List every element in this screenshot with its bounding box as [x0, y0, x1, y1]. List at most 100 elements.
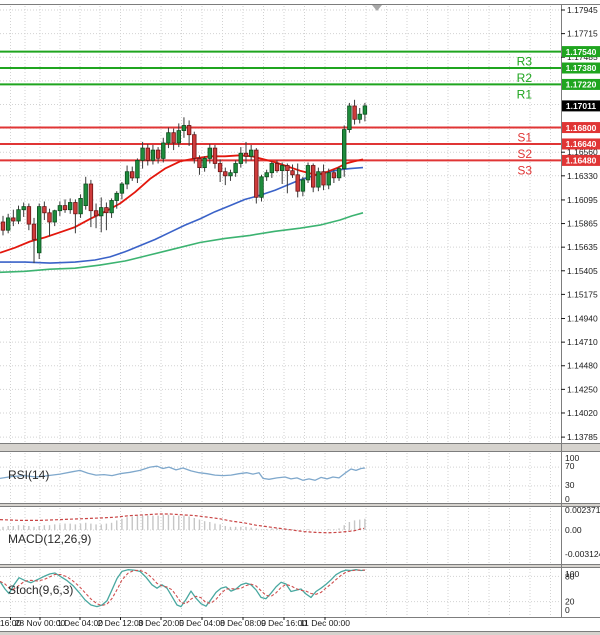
candle-bull [78, 197, 83, 215]
price-axis-label: 1.14250 [567, 384, 598, 394]
candle-bull [259, 176, 264, 198]
candle-bull [336, 168, 342, 179]
candle-bull [68, 202, 73, 211]
candle-bear [331, 172, 337, 179]
candle-bull [161, 142, 166, 159]
chart-shift-marker[interactable] [372, 5, 382, 11]
candle-bear [0, 221, 6, 231]
candle-bear [171, 132, 176, 144]
price-axis-label: 1.16330 [567, 171, 598, 181]
price-axis-label: 1.15405 [567, 266, 598, 276]
support-label-s3: S3 [517, 163, 532, 177]
candle-bear [212, 147, 218, 164]
resistance-label-r1: R1 [517, 87, 533, 101]
candle-bull [166, 132, 171, 144]
resistance-label-r2: R2 [517, 71, 533, 85]
resistance-price-badge-r3-bg [562, 46, 600, 58]
candles-layer [0, 99, 368, 264]
rsi-scale-label: 70 [565, 461, 575, 471]
price-axis-label: 1.14710 [567, 337, 598, 347]
candle-bear [321, 171, 326, 186]
candle-bear [223, 171, 228, 177]
price-axis-label: 1.14480 [567, 361, 598, 371]
candle-bull [357, 113, 362, 120]
macd-indicator-label: MACD(12,26,9) [8, 532, 92, 546]
ma-slow-line [0, 212, 364, 274]
candle-bull [207, 147, 212, 159]
candle-bear [295, 174, 300, 192]
candle-bear [93, 210, 99, 217]
candle-bull [124, 171, 130, 185]
candle-bull [326, 172, 331, 186]
candle-bear [62, 205, 68, 211]
support-price-badge-s1-bg [562, 122, 600, 134]
resistance-label-r3: R3 [517, 55, 533, 69]
candle-bull [119, 183, 125, 194]
price-axis-label: 1.13785 [567, 432, 598, 442]
resistance-price-badge-r1: 1.17220 [566, 80, 597, 90]
candle-bull [316, 171, 321, 188]
time-axis-label: 2 Dec 12:00 [98, 618, 144, 628]
stoch-scale-label: 100 [565, 569, 579, 579]
candle-bear [352, 105, 357, 120]
candle-bear [145, 147, 150, 161]
price-axis-label: 1.14020 [567, 408, 598, 418]
rsi-scale-label: 30 [565, 480, 575, 490]
time-axis-label: 28 Nov 00:00 [15, 618, 66, 628]
candle-bull [150, 149, 156, 161]
resistance-price-badge-r2: 1.17380 [566, 63, 597, 73]
candle-bull [109, 200, 114, 214]
macd-scale-label: 0.00 [565, 525, 582, 535]
current-price-badge-bg [562, 100, 600, 112]
time-axis-label: 5 Dec 04:00 [179, 618, 225, 628]
support-price-badge-s1: 1.16800 [566, 123, 597, 133]
candle-bull [21, 206, 26, 211]
candle-bear [73, 202, 78, 215]
candle-bull [99, 207, 104, 217]
stoch-k-line [0, 569, 366, 608]
candle-bull [264, 172, 269, 178]
price-axis-label: 1.17485 [567, 52, 598, 62]
stoch-scale-label: 20 [565, 597, 575, 607]
price-axis-label: 1.16095 [567, 195, 598, 205]
candle-bear [197, 157, 202, 168]
candle-bull [347, 105, 352, 131]
panel-divider [0, 503, 600, 506]
macd-signal-line [0, 513, 365, 534]
panel-divider [0, 564, 600, 567]
bottom-strip [0, 631, 600, 635]
candle-bear [243, 152, 249, 157]
candle-bull [238, 152, 243, 164]
candle-bull [228, 172, 233, 177]
candle-bear [285, 165, 290, 171]
support-price-badge-s3-bg [562, 154, 600, 166]
candle-bull [341, 129, 347, 170]
support-price-badge-s2: 1.16640 [566, 139, 597, 149]
time-axis-label: 16:00 [0, 618, 21, 628]
resistance-price-badge-r2-bg [562, 62, 600, 74]
macd-scale-label: 0.002371 [565, 505, 600, 515]
price-axis-label: 1.14940 [567, 314, 598, 324]
current-price-badge: 1.17011 [566, 101, 597, 111]
candle-bear [310, 165, 316, 188]
candle-bull [362, 105, 368, 115]
time-axis-label: 11 Dec 00:00 [300, 618, 350, 628]
resistance-price-badge-r1-bg [562, 78, 600, 90]
support-price-badge-s3: 1.16480 [566, 156, 597, 166]
candle-bull [6, 217, 11, 231]
candle-bull [300, 179, 306, 192]
candle-bull [233, 163, 238, 174]
price-axis-label: 1.17715 [567, 29, 598, 39]
rsi-indicator-label: RSI(14) [8, 468, 50, 482]
price-axis-label: 1.15175 [567, 289, 598, 299]
time-axis-label: 9 Dec 16:00 [261, 618, 307, 628]
time-axis-label: 1 Dec 04:00 [57, 618, 103, 628]
stoch-d-line [0, 569, 366, 607]
macd-scale-label: -0.003124 [565, 549, 600, 559]
candle-bear [254, 149, 259, 198]
candle-bull [114, 192, 119, 201]
candle-bull [248, 149, 254, 157]
candle-bear [42, 206, 47, 214]
